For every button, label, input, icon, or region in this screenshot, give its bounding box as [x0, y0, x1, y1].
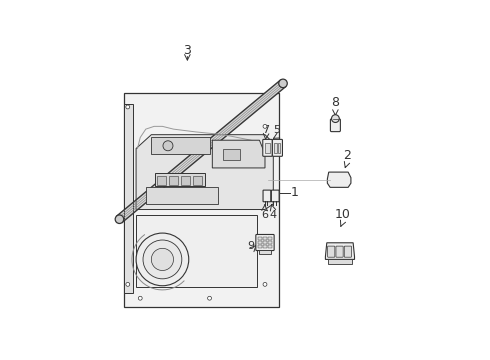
Bar: [181, 176, 190, 185]
Circle shape: [163, 141, 173, 151]
Text: 10: 10: [335, 208, 350, 221]
Bar: [268, 241, 271, 244]
FancyBboxPatch shape: [271, 190, 279, 202]
FancyBboxPatch shape: [263, 190, 271, 202]
Circle shape: [263, 125, 267, 128]
Bar: [258, 237, 262, 240]
FancyBboxPatch shape: [272, 139, 282, 156]
Polygon shape: [151, 138, 210, 154]
Text: 2: 2: [343, 149, 351, 162]
Bar: [193, 176, 202, 185]
FancyBboxPatch shape: [256, 234, 274, 251]
Polygon shape: [123, 93, 279, 307]
Polygon shape: [136, 135, 273, 210]
FancyBboxPatch shape: [336, 246, 343, 257]
Bar: [258, 241, 262, 244]
Bar: [268, 245, 271, 248]
Bar: [169, 176, 178, 185]
Bar: [157, 176, 166, 185]
Bar: [278, 143, 280, 153]
Polygon shape: [146, 187, 218, 204]
Polygon shape: [325, 243, 355, 260]
Circle shape: [115, 215, 123, 224]
Polygon shape: [117, 80, 286, 222]
Circle shape: [332, 115, 339, 122]
Circle shape: [126, 105, 130, 109]
Circle shape: [208, 296, 212, 300]
Circle shape: [263, 283, 267, 286]
Polygon shape: [212, 140, 265, 168]
Polygon shape: [327, 172, 351, 187]
Bar: [263, 245, 267, 248]
Bar: [265, 143, 270, 153]
Bar: [258, 245, 262, 248]
Text: 7: 7: [262, 125, 270, 135]
Text: 5: 5: [273, 125, 280, 135]
Text: 1: 1: [291, 186, 298, 199]
Circle shape: [151, 248, 173, 270]
Polygon shape: [123, 104, 133, 293]
Bar: [263, 241, 267, 244]
Text: 3: 3: [183, 44, 191, 57]
Bar: [155, 174, 205, 186]
Bar: [259, 250, 271, 253]
Text: 6: 6: [261, 210, 268, 220]
Bar: [268, 237, 271, 240]
Circle shape: [126, 283, 130, 286]
Circle shape: [143, 240, 182, 279]
Polygon shape: [136, 215, 257, 287]
Text: 9: 9: [247, 241, 254, 251]
Circle shape: [279, 79, 287, 88]
Text: 8: 8: [331, 96, 340, 109]
Circle shape: [138, 296, 142, 300]
Bar: [263, 237, 267, 240]
Circle shape: [136, 233, 189, 286]
Bar: [328, 260, 352, 264]
Bar: [274, 143, 277, 153]
Text: 4: 4: [270, 210, 276, 220]
Bar: [223, 149, 240, 159]
FancyBboxPatch shape: [330, 119, 341, 132]
FancyBboxPatch shape: [344, 246, 351, 257]
FancyBboxPatch shape: [328, 246, 335, 257]
FancyBboxPatch shape: [263, 139, 272, 156]
